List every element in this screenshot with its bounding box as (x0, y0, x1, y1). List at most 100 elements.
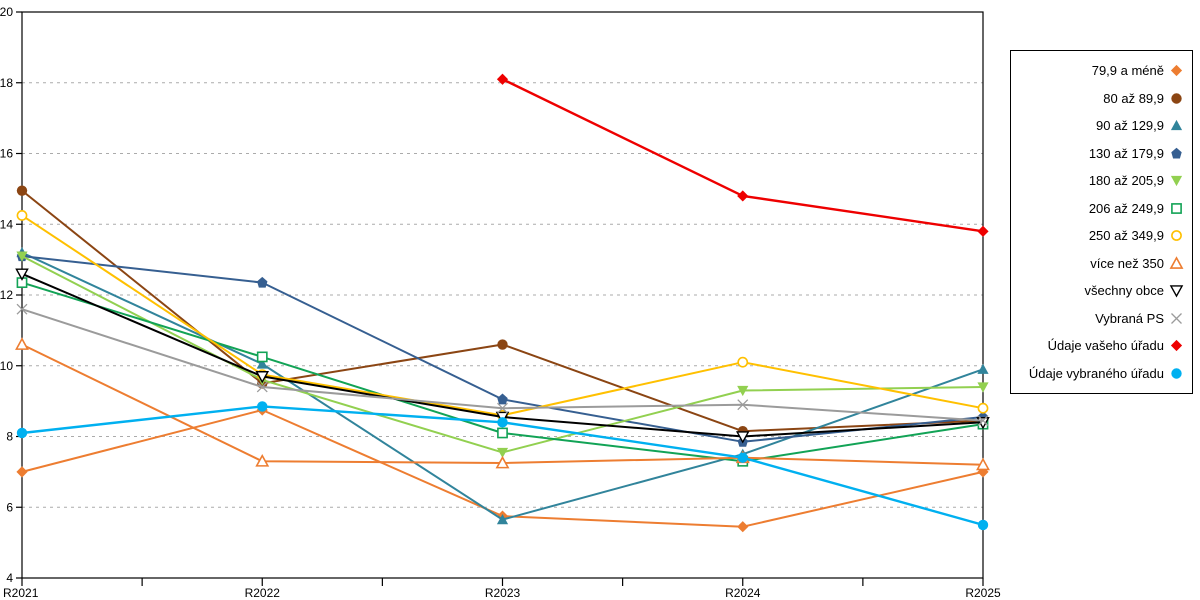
series-marker-10 (497, 402, 508, 414)
legend-label: 90 až 129,9 (1096, 118, 1164, 134)
x-axis-tick-label: R2021 (3, 586, 39, 600)
legend-label: Údaje vašeho úřadu (1047, 338, 1164, 354)
series-marker-9 (255, 371, 270, 384)
legend-label: Vybraná PS (1095, 310, 1164, 326)
legend-label: 80 až 89,9 (1103, 90, 1164, 106)
y-axis-tick-label: 12 (0, 288, 13, 302)
legend-item: 180 až 205,9 (1015, 168, 1184, 194)
series-marker-5 (977, 382, 989, 393)
legend-marker-icon (1170, 176, 1183, 187)
legend-marker-glyph (1169, 255, 1184, 269)
legend-item: 90 až 129,9 (1015, 113, 1184, 139)
series-marker-5 (496, 447, 509, 459)
series-marker-8 (255, 454, 270, 467)
legend-item: 130 až 179,9 (1015, 140, 1184, 166)
legend-item: Vybraná PS (1015, 305, 1184, 331)
y-axis-tick-label: 18 (0, 76, 13, 90)
legend-item: všechny obce (1015, 278, 1184, 304)
legend-marker-icon (1171, 368, 1182, 379)
legend-label: 180 až 205,9 (1088, 173, 1164, 189)
legend-marker-glyph (1170, 176, 1183, 187)
x-axis-tick-label: R2024 (725, 586, 761, 600)
legend-label: všechny obce (1084, 283, 1165, 299)
legend-marker-glyph (1169, 285, 1184, 298)
legend-marker-icon (1169, 255, 1184, 269)
series-marker-12 (977, 519, 989, 531)
legend-label: Údaje vybraného úřadu (1028, 365, 1164, 381)
legend-marker-icon (1171, 147, 1182, 159)
legend-marker-icon (1171, 230, 1182, 242)
series-marker-2 (497, 339, 508, 350)
legend-marker-glyph (1171, 230, 1182, 242)
legend-marker-icon (1170, 120, 1183, 131)
legend-label: 130 až 179,9 (1088, 145, 1164, 161)
legend-marker-glyph (1170, 120, 1183, 131)
series-marker-1 (737, 521, 749, 533)
legend-marker-icon (1171, 93, 1182, 104)
series-marker-3 (496, 514, 509, 525)
series-marker-6 (497, 427, 508, 439)
legend-marker-icon (1170, 340, 1183, 352)
legend-label: 79,9 a méně (1091, 63, 1164, 79)
plot-frame (21, 11, 984, 579)
legend-marker-icon (1171, 312, 1182, 324)
series-line-7 (21, 214, 984, 417)
y-axis-tick-label: 6 (6, 500, 13, 514)
legend-label: 206 až 249,9 (1088, 200, 1164, 216)
series-marker-5 (16, 251, 28, 262)
legend-marker-glyph (1171, 202, 1182, 214)
legend-marker-glyph (1171, 368, 1182, 379)
legend-item: Údaje vybraného úřadu (1015, 360, 1184, 386)
y-axis-tick-label: 16 (0, 147, 13, 161)
series-marker-12 (737, 452, 748, 463)
series-marker-3 (256, 358, 268, 369)
y-axis-tick-label: 8 (6, 430, 13, 444)
legend-marker-glyph (1170, 340, 1183, 352)
legend-item: Údaje vašeho úřadu (1015, 333, 1184, 359)
series-marker-10 (256, 381, 268, 393)
series-marker-10 (737, 399, 749, 411)
legend-marker-icon (1169, 285, 1184, 298)
x-axis-tick-label: R2025 (965, 586, 1001, 600)
series-line-11 (501, 78, 984, 233)
series-marker-12 (497, 417, 508, 428)
legend-item: 80 až 89,9 (1015, 85, 1184, 111)
y-axis-tick-label: 10 (0, 359, 13, 373)
series-marker-7 (737, 356, 749, 368)
series-marker-5 (737, 385, 749, 397)
series-marker-7 (16, 210, 28, 221)
legend-item: 206 až 249,9 (1015, 195, 1184, 221)
series-marker-7 (977, 402, 989, 414)
series-marker-12 (16, 427, 28, 439)
series-marker-9 (15, 268, 29, 281)
y-axis-tick-label: 20 (0, 5, 13, 19)
legend-label: 250 až 349,9 (1088, 228, 1164, 244)
series-marker-10 (16, 303, 28, 315)
series-marker-8 (976, 457, 990, 471)
legend-label: více než 350 (1090, 255, 1164, 271)
series-marker-10 (977, 415, 989, 427)
series-marker-1 (16, 466, 28, 478)
series-marker-4 (257, 276, 268, 288)
legend-marker-icon (1170, 65, 1183, 77)
legend-item: 250 až 349,9 (1015, 223, 1184, 249)
series-marker-8 (15, 337, 29, 350)
series-marker-11 (977, 225, 989, 237)
series-marker-3 (977, 363, 989, 374)
legend-item: 79,9 a méně (1015, 58, 1184, 84)
legend-marker-glyph (1171, 147, 1182, 159)
legend-marker-glyph (1171, 312, 1182, 324)
legend-item: více než 350 (1015, 250, 1184, 276)
legend-marker-glyph (1171, 93, 1182, 104)
legend-marker-icon (1171, 202, 1182, 214)
y-axis-tick-label: 14 (0, 217, 13, 231)
series-marker-8 (495, 455, 510, 469)
series-marker-9 (735, 431, 750, 444)
series-marker-6 (256, 351, 268, 363)
series-line-3 (21, 251, 984, 521)
chart-legend: 79,9 a méně 80 až 89,9 90 až 129,9 130 až 1… (1010, 50, 1193, 394)
series-marker-2 (16, 185, 28, 196)
series-marker-11 (737, 190, 749, 202)
